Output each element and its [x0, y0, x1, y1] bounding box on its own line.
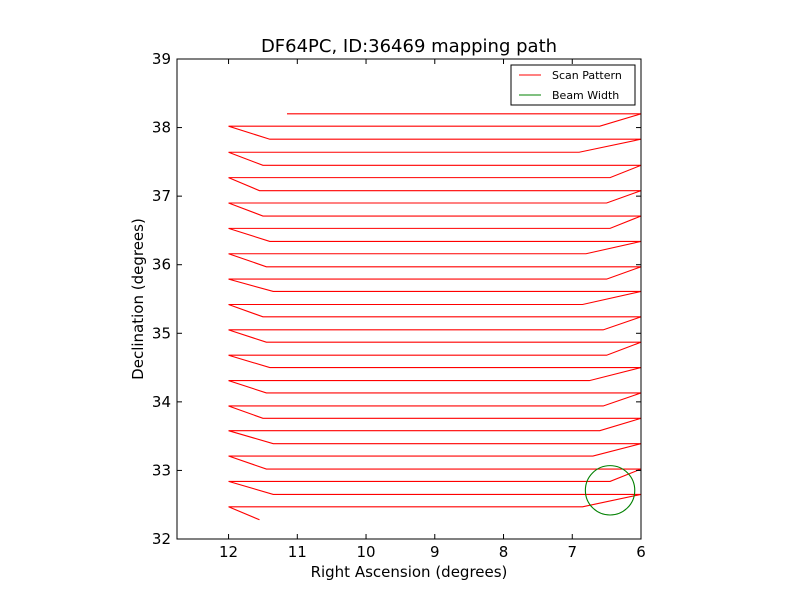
y-tick-label: 38: [152, 119, 171, 137]
x-tick-label: 9: [430, 543, 440, 561]
axes-frame: [176, 58, 642, 540]
chart-title: DF64PC, ID:36469 mapping path: [261, 36, 557, 57]
x-tick-label: 7: [567, 543, 577, 561]
legend-label-scan-pattern: Scan Pattern: [552, 69, 622, 82]
x-axis-label: Right Ascension (degrees): [311, 563, 508, 581]
x-tick-label: 11: [288, 543, 307, 561]
x-tick-label: 10: [356, 543, 375, 561]
legend-box: [510, 64, 636, 106]
x-tick-label: 6: [636, 543, 646, 561]
y-tick-label: 37: [152, 187, 171, 205]
legend: Scan Pattern Beam Width: [510, 64, 636, 106]
legend-label-beam-width: Beam Width: [552, 89, 619, 102]
y-tick-label: 39: [152, 50, 171, 68]
x-tick-label: 12: [219, 543, 238, 561]
y-axis-label: Declination (degrees): [129, 218, 147, 380]
x-tick-label: 8: [499, 543, 509, 561]
y-tick-label: 35: [152, 324, 171, 342]
y-tick-label: 34: [152, 393, 171, 411]
y-tick-label: 32: [152, 530, 171, 548]
y-tick-label: 33: [152, 461, 171, 479]
beam-width-circle: [584, 465, 636, 516]
scan-pattern-line: [228, 113, 641, 521]
y-tick-label: 36: [152, 256, 171, 274]
